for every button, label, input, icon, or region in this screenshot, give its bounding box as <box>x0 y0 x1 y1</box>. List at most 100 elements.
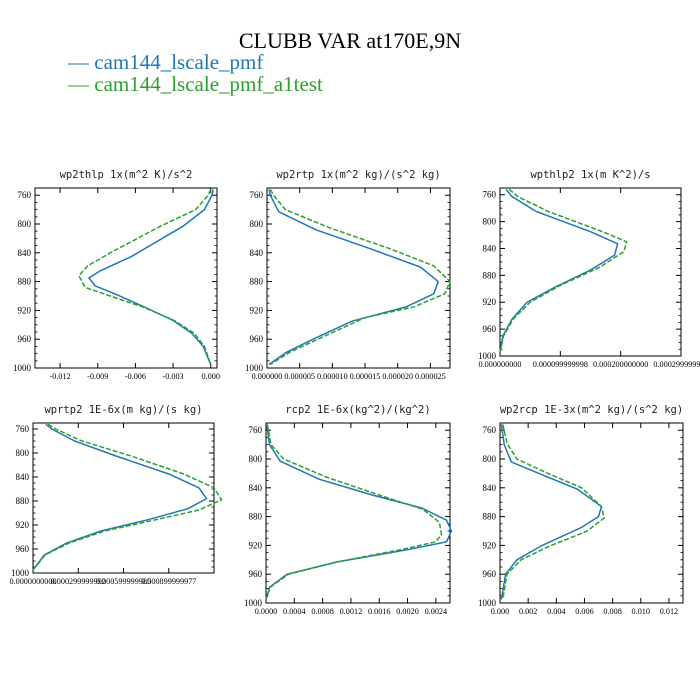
x-tick-label: 0.0000000000 <box>9 577 56 586</box>
y-tick-label: 1000 <box>244 598 263 608</box>
x-tick-label: 0.004 <box>547 607 565 616</box>
y-tick-label: 1000 <box>245 363 264 373</box>
y-tick-label: 760 <box>249 425 263 435</box>
y-tick-label: 960 <box>16 544 30 554</box>
x-tick-label: 0.000599999985 <box>96 577 151 586</box>
y-tick-label: 840 <box>18 248 32 258</box>
x-tick-label: 0.000299999990 <box>653 360 700 369</box>
legend-line-1: — <box>68 50 89 74</box>
panel-5: rcp2 1E-6x(kg^2)/(kg^2) 760 800 840 880 920 96… <box>244 404 453 616</box>
y-tick-label: 840 <box>16 472 30 482</box>
y-tick-label: 840 <box>483 243 497 253</box>
y-tick-label: 920 <box>16 520 30 530</box>
x-tick-label: -0.012 <box>50 372 71 381</box>
panel-4: wprtp2 1E-6x(m kg)/(s kg) 760 800 840 880 920… <box>9 404 223 586</box>
panel-6: wp2rcp 1E-3x(m^2 kg)/(s^2 kg)760 800 840 88… <box>478 404 684 616</box>
y-tick-label: 1000 <box>478 351 497 361</box>
legend-item-2: — cam144_lscale_pmf_a1test <box>68 72 323 97</box>
x-tick-label: 0.0012 <box>340 607 363 616</box>
plot-frame <box>265 422 451 604</box>
panel-1: wp2thlp 1x(m^2 K)/s^2 760 800 840 880 920 960 1… <box>13 169 220 381</box>
y-tick-label: 760 <box>483 190 497 200</box>
panel-title: wprtp2 1E-6x(m kg)/(s kg) <box>44 404 202 416</box>
y-tick-label: 760 <box>250 190 264 200</box>
y-tick-label: 920 <box>249 540 263 550</box>
series-line-2 <box>265 424 443 600</box>
x-tick-label: 0.0004 <box>283 607 306 616</box>
y-tick-label: 920 <box>18 305 32 315</box>
series-line-2 <box>77 189 212 365</box>
y-tick-label: 880 <box>250 277 264 287</box>
y-tick-label: 760 <box>16 424 30 434</box>
y-tick-label: 840 <box>483 483 497 493</box>
x-tick-label: 0.012 <box>660 607 678 616</box>
legend-label-1: cam144_lscale_pmf <box>94 50 264 74</box>
x-tick-label: 0.000 <box>202 372 220 381</box>
panel-title: rcp2 1E-6x(kg^2)/(kg^2) <box>285 404 430 416</box>
x-tick-label: -0.003 <box>162 372 183 381</box>
y-tick-label: 800 <box>249 454 263 464</box>
plot-frame <box>34 187 218 369</box>
x-tick-label: 0.002 <box>519 607 537 616</box>
series-line-2 <box>32 423 223 571</box>
x-tick-label: 0.000025 <box>415 372 446 381</box>
x-tick-label: 0.010 <box>632 607 650 616</box>
legend-line-2: — <box>68 72 89 96</box>
series-line-1 <box>87 189 214 365</box>
y-tick-label: 800 <box>483 454 497 464</box>
series-line-1 <box>499 188 619 353</box>
y-tick-label: 960 <box>250 334 264 344</box>
panel-title: wpthlp2 1x(m K^2)/s <box>530 169 650 181</box>
y-tick-label: 960 <box>483 324 497 334</box>
y-tick-label: 880 <box>483 270 497 280</box>
x-tick-label: 0.000899999977 <box>141 577 196 586</box>
series-line-1 <box>500 424 603 600</box>
x-tick-label: 0.000200000000 <box>593 360 648 369</box>
x-tick-label: 0.000005 <box>284 372 315 381</box>
x-tick-label: 0.000299999992 <box>51 577 106 586</box>
x-tick-label: 0.0000 <box>255 607 278 616</box>
legend-label-2: cam144_lscale_pmf_a1test <box>94 72 323 96</box>
y-tick-label: 1000 <box>11 568 30 578</box>
plot-frame <box>499 187 682 357</box>
x-tick-label: 0.008 <box>603 607 621 616</box>
panel-title: wp2rcp 1E-3x(m^2 kg)/(s^2 kg) <box>500 404 683 416</box>
y-tick-label: 760 <box>18 190 32 200</box>
series-line-1 <box>268 189 440 366</box>
x-tick-label: -0.006 <box>125 372 146 381</box>
series-line-1 <box>32 423 208 571</box>
panel-3: wpthlp2 1x(m K^2)/s 760 800 840 880 920 960 100… <box>478 169 700 369</box>
x-tick-label: 0.000015 <box>350 372 381 381</box>
x-tick-label: 0.006 <box>575 607 593 616</box>
x-tick-label: -0.009 <box>87 372 108 381</box>
x-tick-label: 0.000000000 <box>479 360 522 369</box>
panel-2: wp2rtp 1x(m^2 kg)/(s^2 kg) 760 800 840 880 92… <box>245 169 451 381</box>
x-tick-label: 0.000020 <box>382 372 413 381</box>
y-tick-label: 920 <box>250 305 264 315</box>
figure-title: CLUBB VAR at170E,9N <box>238 28 462 53</box>
y-tick-label: 880 <box>16 496 30 506</box>
y-tick-label: 840 <box>250 248 264 258</box>
x-tick-label: 0.000099999998 <box>533 360 588 369</box>
panel-title: wp2rtp 1x(m^2 kg)/(s^2 kg) <box>276 169 440 181</box>
y-tick-label: 800 <box>483 217 497 227</box>
y-tick-label: 800 <box>16 448 30 458</box>
y-tick-label: 960 <box>18 334 32 344</box>
y-tick-label: 960 <box>483 569 497 579</box>
x-tick-label: 0.0020 <box>396 607 419 616</box>
plot-frame <box>499 422 684 604</box>
plot-frame <box>32 422 215 574</box>
y-tick-label: 800 <box>18 219 32 229</box>
y-tick-label: 1000 <box>13 363 32 373</box>
y-tick-label: 920 <box>483 297 497 307</box>
panel-title: wp2thlp 1x(m^2 K)/s^2 <box>60 169 193 181</box>
x-tick-label: 0.0024 <box>425 607 448 616</box>
y-tick-label: 760 <box>483 425 497 435</box>
series-line-2 <box>499 188 628 353</box>
y-tick-label: 840 <box>249 483 263 493</box>
legend-item-1: — cam144_lscale_pmf <box>68 50 263 75</box>
x-tick-label: 0.000000 <box>252 372 283 381</box>
y-tick-label: 800 <box>250 219 264 229</box>
x-tick-label: 0.000010 <box>317 372 348 381</box>
